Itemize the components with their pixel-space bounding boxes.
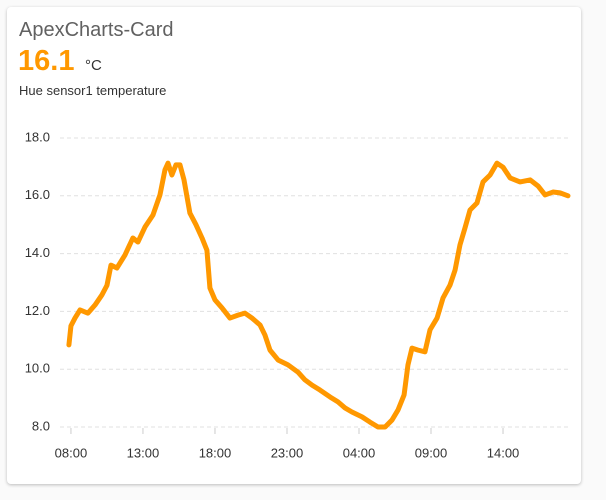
line	[66, 160, 571, 430]
x-tick-label: 14:00	[487, 445, 520, 460]
unit: °C	[85, 57, 102, 74]
y-tick-label: 18.0	[25, 129, 50, 144]
x-tick-label: 13:00	[127, 445, 160, 460]
y-tick-label: 16.0	[25, 187, 50, 202]
x-tick-label: 18:00	[199, 445, 232, 460]
card-title: ApexCharts-Card	[19, 19, 174, 41]
y-tick-label: 14.0	[25, 245, 50, 260]
x-tick-label: 08:00	[55, 445, 88, 460]
x-tick-label: 09:00	[415, 445, 448, 460]
current-value: 16.1	[18, 45, 75, 77]
card: ApexCharts-Card 16.1 °C Hue sensor1 temp…	[7, 7, 581, 484]
y-tick-label: 12.0	[25, 303, 50, 318]
x-tick-label: 23:00	[271, 445, 304, 460]
y-tick-label: 10.0	[25, 361, 50, 376]
x-tick-label: 04:00	[343, 445, 376, 460]
sensor-name: Hue sensor1 temperature	[19, 83, 167, 98]
y-tick-label: 8.0	[32, 418, 50, 433]
